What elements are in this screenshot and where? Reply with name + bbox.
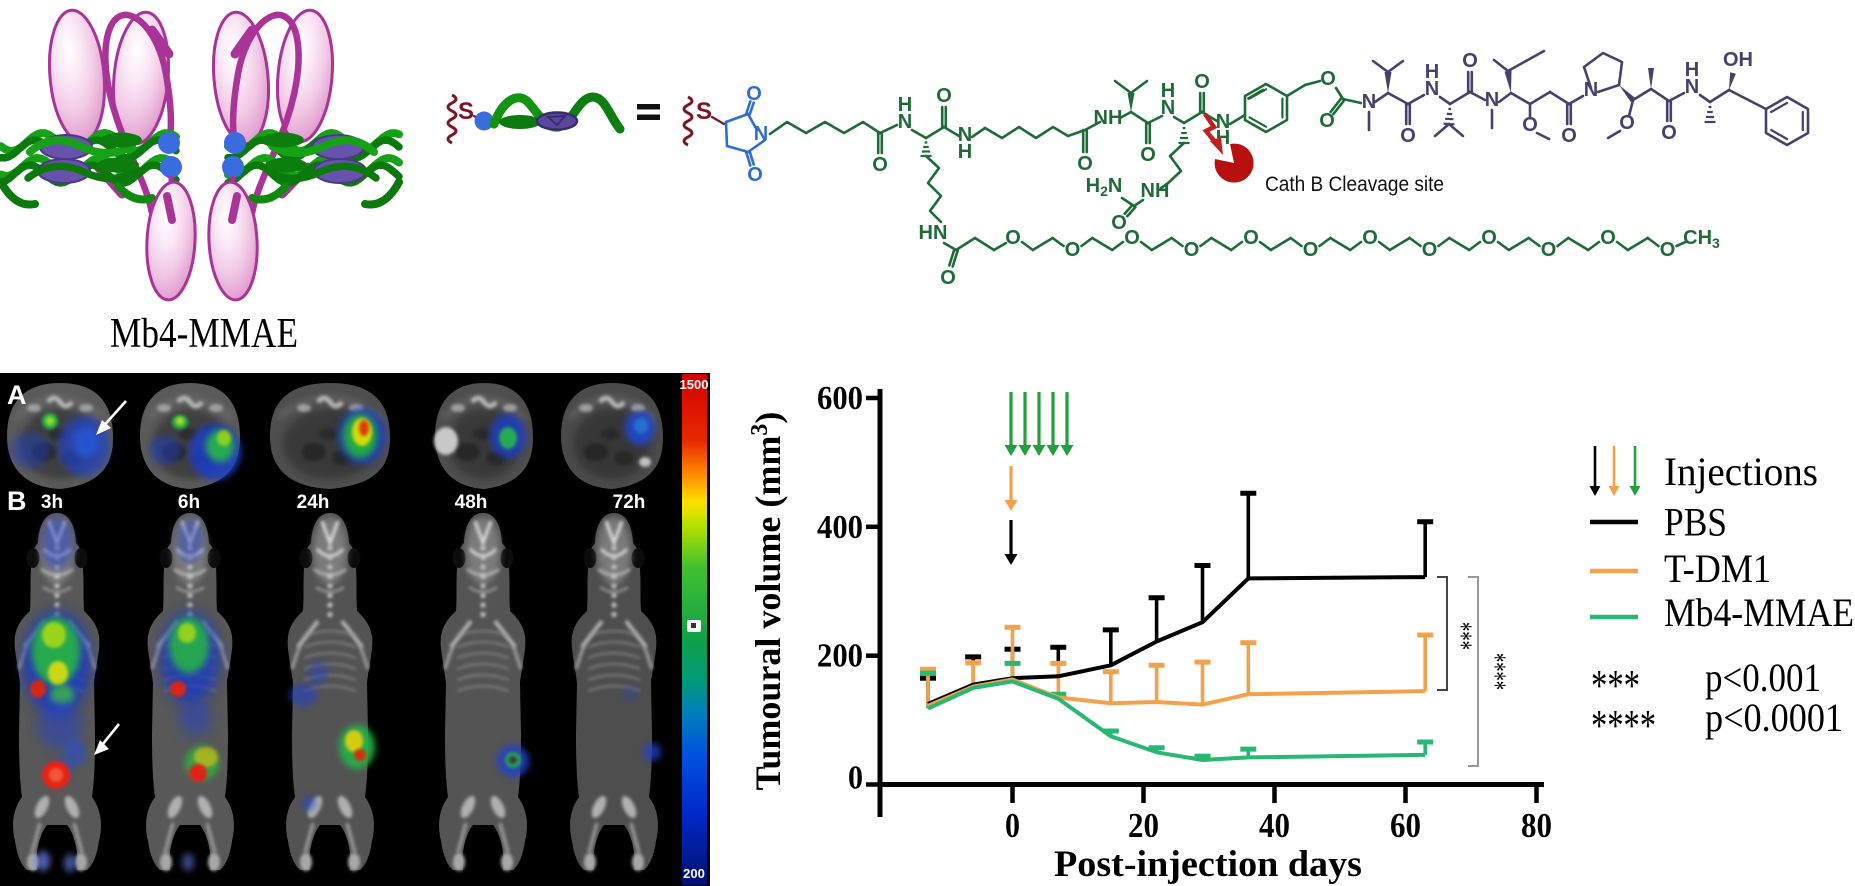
svg-text:NH: NH: [1094, 107, 1123, 129]
svg-text:p<0.001: p<0.001: [1705, 655, 1821, 700]
svg-text:O: O: [1462, 50, 1478, 72]
svg-text:***: ***: [1591, 661, 1640, 710]
svg-text:48h: 48h: [455, 492, 488, 513]
svg-text:****: ****: [1479, 653, 1512, 690]
svg-text:Cath B Cleavage site: Cath B Cleavage site: [1265, 173, 1444, 196]
svg-text:S: S: [458, 98, 474, 125]
svg-text:O: O: [936, 85, 952, 107]
svg-text:3h: 3h: [41, 492, 63, 513]
svg-text:Tumoural volume (mm3): Tumoural volume (mm3): [747, 412, 788, 791]
svg-text:N: N: [1425, 78, 1439, 100]
svg-text:O: O: [1661, 122, 1677, 144]
svg-text:200: 200: [817, 638, 863, 675]
svg-text:O: O: [1319, 110, 1335, 132]
svg-text:O: O: [1005, 227, 1021, 249]
svg-text:O: O: [1541, 239, 1557, 261]
svg-text:O: O: [1077, 153, 1093, 175]
svg-text:O: O: [1422, 239, 1438, 261]
svg-text:PBS: PBS: [1664, 500, 1727, 545]
svg-text:Mb4-MMAE: Mb4-MMAE: [110, 311, 298, 357]
svg-text:N: N: [1485, 89, 1499, 111]
svg-text:B: B: [7, 486, 27, 516]
svg-text:Post-injection days: Post-injection days: [1054, 844, 1362, 885]
svg-text:0: 0: [1005, 806, 1020, 845]
svg-text:20: 20: [1128, 806, 1159, 845]
svg-text:H: H: [1685, 59, 1699, 81]
svg-text:O: O: [1660, 239, 1676, 261]
svg-text:80: 80: [1521, 806, 1552, 845]
svg-text:N: N: [1362, 91, 1376, 113]
svg-text:O: O: [1362, 227, 1378, 249]
svg-text:O: O: [1600, 227, 1616, 249]
svg-text:NH: NH: [1141, 180, 1170, 202]
svg-text:O: O: [1194, 71, 1210, 93]
svg-text:O: O: [872, 154, 888, 176]
svg-text:S: S: [696, 98, 712, 125]
svg-text:O: O: [1184, 239, 1200, 261]
svg-text:O: O: [1561, 125, 1577, 147]
svg-text:200: 200: [683, 866, 705, 881]
svg-text:O: O: [1111, 212, 1127, 234]
svg-text:N: N: [1685, 76, 1699, 98]
svg-text:N: N: [1161, 97, 1175, 119]
svg-text:HN: HN: [919, 222, 948, 244]
svg-text:O: O: [1303, 239, 1319, 261]
svg-text:1500: 1500: [680, 377, 709, 392]
svg-text:0: 0: [848, 760, 863, 797]
svg-text:60: 60: [1390, 806, 1421, 845]
svg-text:H: H: [1161, 80, 1175, 102]
svg-text:40: 40: [1259, 806, 1290, 845]
svg-text:****: ****: [1591, 701, 1656, 750]
svg-text:N: N: [958, 124, 972, 146]
svg-text:N: N: [1584, 79, 1598, 101]
svg-text:N: N: [1216, 111, 1230, 133]
svg-text:O: O: [1065, 239, 1081, 261]
svg-text:Mb4-MMAE: Mb4-MMAE: [1664, 590, 1854, 635]
svg-text:***: ***: [1445, 622, 1478, 650]
svg-text:24h: 24h: [297, 492, 330, 513]
svg-text:O: O: [746, 83, 762, 105]
svg-text:O: O: [1243, 227, 1259, 249]
svg-text:O: O: [1124, 227, 1140, 249]
svg-text:400: 400: [817, 509, 863, 546]
svg-text:O: O: [1481, 227, 1497, 249]
svg-text:O: O: [1140, 144, 1156, 166]
svg-text:O: O: [940, 267, 956, 289]
svg-text:72h: 72h: [613, 492, 646, 513]
svg-text:OH: OH: [1723, 49, 1753, 71]
svg-text:6h: 6h: [178, 492, 200, 513]
svg-text:N: N: [754, 123, 768, 145]
svg-text:600: 600: [817, 380, 863, 417]
svg-text:O: O: [1522, 114, 1538, 136]
svg-text:H: H: [958, 141, 972, 163]
svg-text:T-DM1: T-DM1: [1664, 546, 1771, 591]
svg-text:p<0.0001: p<0.0001: [1705, 695, 1843, 740]
svg-text:N: N: [898, 111, 912, 133]
svg-text:O: O: [1400, 125, 1416, 147]
svg-text:Injections: Injections: [1664, 449, 1818, 494]
svg-text:H: H: [898, 94, 912, 116]
svg-text:O: O: [1619, 112, 1635, 134]
svg-text:H: H: [1425, 61, 1439, 83]
svg-text:H2N: H2N: [1086, 175, 1123, 199]
svg-text:O: O: [747, 164, 763, 186]
svg-text:O: O: [1320, 68, 1336, 90]
svg-text:A: A: [7, 380, 27, 410]
